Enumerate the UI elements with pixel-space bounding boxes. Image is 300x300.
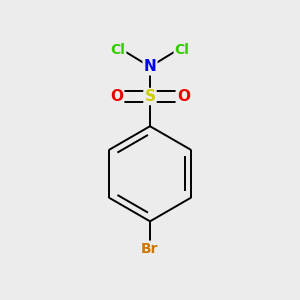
Text: O: O [110,89,123,104]
Text: S: S [145,89,155,104]
Text: Br: Br [141,242,159,256]
Text: Cl: Cl [110,44,125,57]
Text: Cl: Cl [175,44,190,57]
Text: N: N [144,59,156,74]
Text: O: O [177,89,190,104]
